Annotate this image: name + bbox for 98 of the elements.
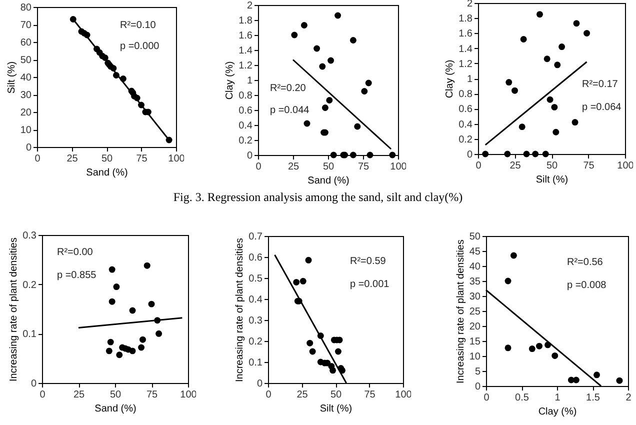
x-tick-label: 75 — [146, 390, 158, 400]
y-tick-label: 40 — [469, 262, 481, 272]
y-tick-label: 1.2 — [458, 58, 473, 70]
annotation: p =0.044 — [270, 105, 310, 116]
x-tick-label: 0.5 — [515, 392, 530, 404]
y-tick-label: 20 — [469, 322, 481, 332]
y-tick-label: 70 — [20, 20, 32, 31]
y-tick-label: 0.3 — [22, 230, 37, 242]
x-tick-label: 75 — [583, 160, 595, 172]
annotation: R²=0.56 — [567, 257, 604, 268]
x-tick-label: 75 — [364, 390, 376, 400]
annotation: R²=0.20 — [270, 83, 306, 94]
y-axis-title: Clay (%) — [224, 61, 236, 100]
y-tick-label: 10 — [20, 125, 32, 136]
y-tick-label: 1.2 — [238, 60, 253, 72]
y-tick-label: 2 — [246, 0, 253, 12]
y-tick-label: 40 — [20, 72, 32, 84]
x-tick-label: 75 — [358, 162, 370, 172]
y-tick-label: 0.3 — [248, 316, 263, 326]
y-tick-label: 1 — [466, 74, 473, 85]
y-tick-label: 0.1 — [22, 329, 37, 340]
x-tick-label: 25 — [510, 160, 522, 172]
y-axis-title: Increasing rate of plant densities — [234, 238, 246, 382]
x-tick-label: 25 — [66, 154, 78, 164]
x-axis-title: Sand (%) — [94, 404, 136, 414]
y-axis-title: Silt (%) — [6, 61, 18, 94]
y-tick-label: 0.7 — [248, 232, 263, 242]
y-tick-label: 0.2 — [458, 134, 473, 146]
y-tick-label: 0.2 — [22, 280, 37, 291]
y-tick-label: 1.4 — [458, 44, 473, 55]
x-tick-label: 50 — [546, 160, 558, 172]
x-tick-label: 25 — [288, 162, 300, 172]
x-tick-label: 1 — [554, 392, 561, 404]
x-axis-title: Clay (%) — [538, 406, 577, 418]
x-tick-label: 25 — [73, 390, 85, 400]
y-tick-label: 25 — [469, 306, 481, 318]
y-tick-label: 30 — [469, 292, 481, 302]
annotation: p =0.000 — [120, 41, 160, 52]
y-tick-label: 0 — [30, 378, 37, 390]
y-tick-label: 0 — [474, 382, 481, 392]
annotation: p =0.064 — [582, 102, 622, 113]
y-tick-label: 60 — [20, 38, 32, 48]
y-tick-label: 1.4 — [238, 46, 253, 56]
y-tick-label: 15 — [469, 336, 481, 348]
y-tick-label: 80 — [20, 2, 32, 14]
y-tick-label: 45 — [469, 246, 481, 258]
y-tick-label: 30 — [20, 90, 32, 101]
annotation: R²=0.00 — [57, 247, 94, 258]
y-tick-label: 0.5 — [248, 274, 263, 284]
x-tick-label: 25 — [296, 390, 308, 400]
y-tick-label: 0 — [26, 142, 32, 154]
y-axis-title: Increasing rate of plant densities — [8, 238, 20, 382]
x-tick-label: 75 — [136, 154, 148, 164]
caption: Fig. 3. Regression analysis among the sand, silt and clay(%) — [173, 190, 463, 205]
y-tick-label: 0.6 — [248, 252, 263, 264]
x-axis-title: Sand (%) — [308, 176, 350, 186]
y-tick-label: 0 — [256, 378, 263, 390]
y-tick-label: 50 — [20, 55, 32, 66]
y-axis-title: Increasing rate of plant densities — [455, 240, 466, 384]
y-tick-label: 10 — [469, 352, 481, 362]
x-axis-title: Silt (%) — [536, 174, 568, 186]
y-tick-label: 0.4 — [458, 119, 473, 130]
y-tick-label: 0.4 — [248, 294, 263, 306]
y-tick-label: 1.8 — [458, 14, 473, 25]
y-tick-label: 50 — [469, 232, 481, 242]
y-tick-label: 1.6 — [238, 30, 253, 42]
y-tick-label: 0.8 — [238, 90, 253, 102]
annotation: p =0.855 — [57, 270, 97, 281]
annotation: R²=0.59 — [350, 256, 386, 267]
y-tick-label: 0.6 — [238, 106, 253, 116]
annotation: R²=0.17 — [582, 79, 618, 90]
y-tick-label: 35 — [469, 276, 481, 288]
y-axis-title: Clay (%) — [444, 60, 456, 98]
x-tick-label: 50 — [110, 390, 122, 400]
x-tick-label: 0 — [484, 392, 490, 404]
y-tick-label: 0.2 — [238, 136, 253, 146]
annotation: p =0.008 — [567, 280, 607, 291]
x-tick-label: 0 — [40, 390, 46, 400]
y-tick-label: 1.6 — [458, 28, 473, 40]
x-tick-label: 50 — [101, 154, 113, 164]
y-tick-label: 0.4 — [238, 120, 253, 132]
y-tick-label: 0.6 — [458, 104, 473, 116]
annotation: R²=0.10 — [120, 20, 156, 31]
y-tick-label: 0.1 — [248, 358, 263, 368]
y-tick-label: 20 — [20, 108, 32, 118]
y-tick-label: 0.2 — [248, 336, 263, 348]
x-tick-label: 50 — [330, 390, 342, 400]
x-tick-label: 2 — [626, 392, 632, 404]
y-tick-label: 1 — [246, 76, 253, 86]
y-tick-label: 0.8 — [458, 89, 473, 100]
x-axis-title: Silt (%) — [320, 404, 352, 414]
x-tick-label: 50 — [322, 162, 334, 172]
x-axis-title: Sand (%) — [86, 168, 128, 178]
annotation: p =0.001 — [350, 279, 390, 290]
x-tick-label: 0 — [266, 390, 272, 400]
y-tick-label: 1.8 — [238, 16, 253, 26]
y-tick-label: 5 — [474, 366, 481, 378]
x-tick-label: 1.5 — [586, 392, 600, 404]
